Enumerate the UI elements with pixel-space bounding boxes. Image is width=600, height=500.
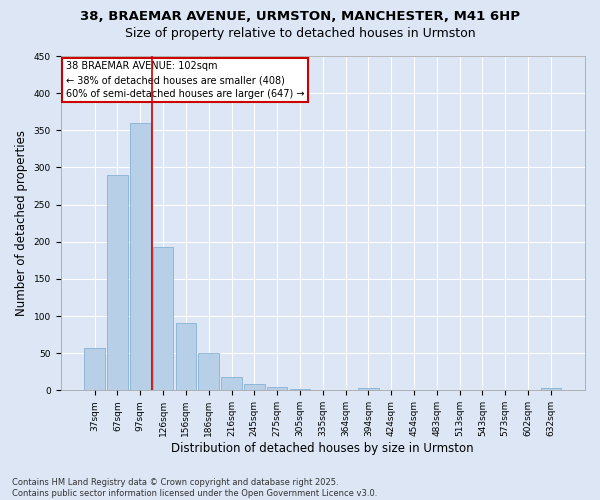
Bar	[130, 123, 151, 390]
X-axis label: Distribution of detached houses by size in Urmston: Distribution of detached houses by size …	[172, 442, 474, 455]
Y-axis label: Number of detached properties: Number of detached properties	[15, 130, 28, 316]
Bar	[199, 353, 219, 391]
Bar	[290, 389, 310, 390]
Bar	[153, 247, 173, 390]
Bar	[358, 388, 379, 390]
Bar	[267, 388, 287, 390]
Text: 38 BRAEMAR AVENUE: 102sqm
← 38% of detached houses are smaller (408)
60% of semi: 38 BRAEMAR AVENUE: 102sqm ← 38% of detac…	[66, 61, 304, 99]
Text: 38, BRAEMAR AVENUE, URMSTON, MANCHESTER, M41 6HP: 38, BRAEMAR AVENUE, URMSTON, MANCHESTER,…	[80, 10, 520, 23]
Bar	[85, 348, 105, 391]
Text: Contains HM Land Registry data © Crown copyright and database right 2025.
Contai: Contains HM Land Registry data © Crown c…	[12, 478, 377, 498]
Bar	[541, 388, 561, 390]
Bar	[244, 384, 265, 390]
Bar	[176, 324, 196, 390]
Bar	[221, 377, 242, 390]
Bar	[107, 175, 128, 390]
Text: Size of property relative to detached houses in Urmston: Size of property relative to detached ho…	[125, 28, 475, 40]
